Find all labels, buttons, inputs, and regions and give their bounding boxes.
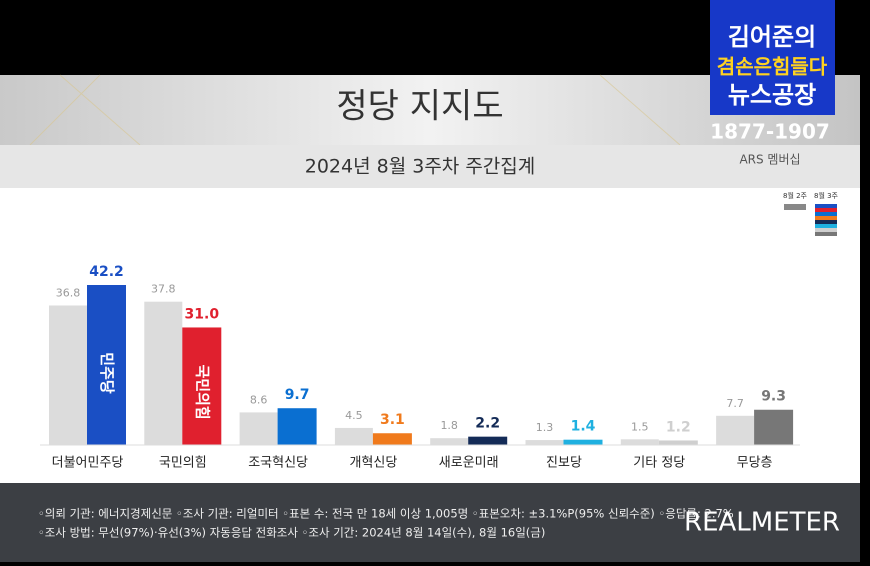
legend-swatch: [815, 212, 837, 216]
x-tick-label: 무당층: [737, 456, 773, 471]
legend-swatch: [815, 220, 837, 224]
bar: [620, 439, 659, 445]
value-label: 36.8: [56, 286, 81, 299]
bar: [716, 415, 755, 445]
value-label: 2.2: [475, 416, 500, 432]
legend-swatch: [815, 204, 837, 208]
value-label: 1.3: [536, 421, 554, 434]
legend-swatch: [815, 208, 837, 212]
bar: [277, 408, 317, 445]
footer-text: ◦의뢰 기관: 에너지경제신문 ◦조사 기관: 리얼미터 ◦표본 수: 전국 만…: [38, 507, 734, 521]
x-tick-label: 기타 정당: [633, 456, 685, 471]
value-label: 1.8: [440, 419, 458, 432]
bar: [430, 438, 469, 445]
bar: [87, 285, 126, 445]
decoration: [29, 74, 681, 146]
value-label: 7.7: [726, 397, 744, 410]
bar: [525, 440, 564, 445]
bar-logo: 국민의힘: [193, 365, 211, 420]
bar: [658, 440, 698, 445]
bar: [754, 409, 794, 445]
footer-text: ◦조사 방법: 무선(97%)·유선(3%) 자동응답 전화조사 ◦조사 기간:…: [38, 526, 545, 540]
x-tick-label: 국민의힘: [159, 456, 207, 471]
brand: REALMETER: [684, 508, 840, 538]
logo-caption: ARS 멤버십: [739, 153, 800, 167]
value-label: 31.0: [185, 306, 220, 322]
value-label: 42.2: [89, 264, 124, 280]
value-label: 37.8: [151, 283, 176, 296]
bar: [182, 327, 222, 445]
value-label: 1.5: [631, 420, 649, 433]
value-label: 4.5: [345, 409, 363, 422]
bar: [144, 301, 183, 445]
x-tick-label: 진보당: [546, 456, 582, 471]
value-label: 9.7: [285, 387, 310, 403]
subtitle-band: [0, 145, 860, 188]
chart-subtitle: 2024년 8월 3주차 주간집계: [305, 156, 536, 178]
bar: [334, 427, 373, 445]
value-label: 1.2: [666, 419, 691, 435]
chart-title: 정당 지지도: [336, 87, 503, 127]
legend-swatch: [815, 232, 837, 236]
x-tick-label: 조국혁신당: [248, 456, 308, 471]
value-label: 9.3: [761, 389, 786, 405]
value-label: 3.1: [380, 412, 405, 428]
value-label: 8.6: [250, 393, 268, 406]
legend-swatch: [815, 216, 837, 220]
phone: 1877-1907: [710, 120, 830, 144]
logo-text: 김어준의: [728, 23, 816, 51]
legend-label: 8월 2주: [783, 191, 808, 200]
x-tick-label: 개혁신당: [349, 456, 397, 471]
bar: [468, 436, 508, 445]
legend-swatch: [815, 224, 837, 228]
bar: [372, 433, 412, 445]
bar: [563, 439, 603, 445]
x-tick-label: 새로운미래: [439, 456, 499, 471]
logo-text: 뉴스공장: [728, 81, 816, 109]
logo-text: 겸손은힘들다: [717, 55, 828, 79]
footer-band: [0, 483, 860, 562]
bar-logo: 민주당: [98, 352, 116, 394]
legend-swatch: [784, 204, 806, 210]
logo-box: [710, 0, 835, 115]
bar: [49, 305, 87, 445]
bar: [239, 412, 278, 445]
legend-swatch: [815, 228, 837, 232]
value-label: 1.4: [571, 419, 596, 435]
legend-label: 8월 3주: [814, 191, 839, 200]
x-tick-label: 더불어민주당: [52, 456, 124, 471]
